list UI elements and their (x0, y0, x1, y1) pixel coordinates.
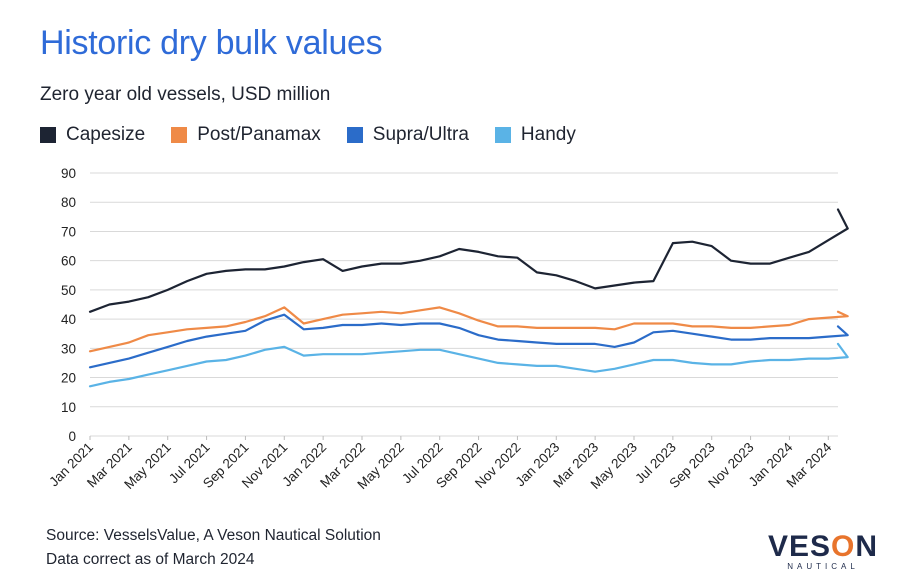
legend-swatch-handy (494, 127, 511, 143)
y-tick-label-30: 30 (61, 341, 76, 356)
legend-label-capesize: Capesize (66, 124, 146, 145)
y-tick-label-10: 10 (61, 400, 76, 415)
y-tick-label-60: 60 (61, 254, 76, 269)
logo-subtitle: NAUTICAL (787, 562, 859, 571)
veson-logo: VESON NAUTICAL (768, 530, 878, 571)
legend-item-post-panamax: Post/Panamax (171, 124, 321, 146)
source-note: Source: VesselsValue, A Veson Nautical S… (46, 524, 381, 572)
y-tick-label-40: 40 (61, 312, 76, 327)
y-tick-label-70: 70 (61, 224, 76, 239)
series-line-supra-ultra (88, 313, 849, 369)
legend-label-handy: Handy (520, 124, 576, 145)
y-tick-label-0: 0 (68, 429, 76, 444)
date-line: Data correct as of March 2024 (46, 551, 255, 568)
y-tick-label-90: 90 (61, 166, 76, 181)
legend-label-post-panamax: Post/Panamax (197, 124, 321, 145)
logo-word-o: O (831, 530, 856, 563)
chart-title: Historic dry bulk values (40, 24, 383, 62)
series-line-capesize (88, 208, 849, 313)
y-tick-label-50: 50 (61, 283, 76, 298)
series-line-handy (88, 342, 849, 388)
logo-word-prefix: VES (768, 530, 832, 563)
legend-swatch-capesize (40, 127, 56, 143)
y-tick-label-20: 20 (61, 371, 76, 386)
legend: Capesize Post/Panamax Supra/Ultra Handy (40, 124, 602, 146)
logo-word-suffix: N (855, 530, 879, 563)
series-line-post-panamax (88, 306, 849, 353)
legend-item-capesize: Capesize (40, 124, 145, 146)
legend-item-supra-ultra: Supra/Ultra (346, 124, 469, 146)
legend-item-handy: Handy (494, 124, 576, 146)
chart-subtitle: Zero year old vessels, USD million (40, 84, 331, 105)
y-tick-label-80: 80 (61, 195, 76, 210)
logo-wordmark: VESON (768, 530, 878, 564)
source-line: Source: VesselsValue, A Veson Nautical S… (46, 527, 381, 544)
legend-swatch-supra-ultra (346, 127, 363, 143)
legend-label-supra-ultra: Supra/Ultra (372, 124, 469, 145)
legend-swatch-post-panamax (171, 127, 188, 143)
